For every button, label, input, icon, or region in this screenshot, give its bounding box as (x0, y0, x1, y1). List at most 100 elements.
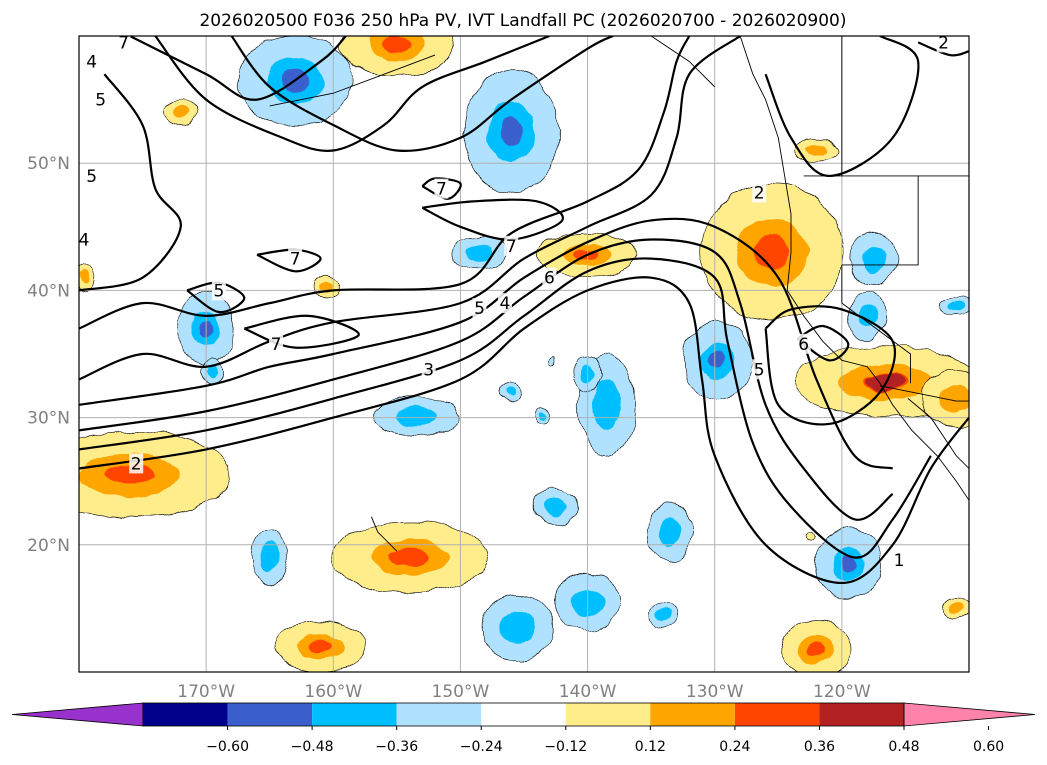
pv-contour-line (256, 248, 322, 273)
pv-anomaly-band (206, 365, 219, 379)
pv-anomaly-outline (163, 99, 199, 126)
pv-anomaly-band (499, 116, 524, 147)
colorbar-segment (734, 703, 820, 726)
contour-label: 4 (86, 52, 97, 72)
coastline (879, 385, 969, 402)
pv-anomaly-region (650, 603, 677, 627)
latitude-label: 40°N (27, 281, 70, 301)
contour-label: 5 (474, 299, 485, 319)
pv-anomaly-outline (330, 521, 489, 594)
pv-anomaly-band (657, 609, 671, 621)
pv-contour-line (421, 198, 564, 241)
colorbar-tick-label: −0.36 (375, 739, 418, 755)
contour-label: 6 (798, 335, 809, 355)
colorbar-tick-label: 0.60 (973, 739, 1004, 755)
pv-contour-line (79, 276, 969, 585)
pv-anomaly-band (81, 270, 90, 285)
contour-label-bg (79, 229, 92, 250)
pv-anomaly-band (807, 641, 826, 657)
pv-anomaly-band (658, 517, 682, 547)
pv-anomaly-region (535, 407, 551, 423)
pv-anomaly-region (339, 36, 455, 77)
contour-label: 2 (938, 33, 949, 53)
pv-contour-line (79, 257, 932, 559)
coastline (269, 54, 436, 107)
longitude-label: 140°W (559, 682, 617, 702)
coastline (371, 516, 398, 552)
pv-anomaly-outline (577, 354, 636, 456)
colorbar-segment (650, 703, 735, 726)
pv-anomaly-outline (805, 531, 815, 541)
pv-contour-line (79, 217, 894, 470)
pv-anomaly-band (465, 243, 494, 261)
latitude-tick-labels: 20°N 30°N 40°N 50°N (27, 154, 70, 556)
pv-anomaly-band (708, 350, 726, 370)
pv-anomaly-layer (79, 36, 969, 672)
latitude-label: 30°N (27, 409, 70, 429)
pv-anomaly-outline (850, 231, 897, 286)
pv-anomaly-region (850, 231, 897, 286)
contour-label-bg (752, 359, 767, 380)
pv-anomaly-outline (252, 528, 288, 587)
contour-label: 2 (131, 454, 142, 474)
contour-label-bg (84, 165, 99, 186)
pv-anomaly-outline (481, 594, 554, 661)
contour-label-bg (93, 89, 108, 110)
colorbar-tick-label: 0.36 (804, 739, 835, 755)
longitude-tick-labels: 170°W 160°W 150°W 140°W 130°W 120°W (177, 682, 871, 702)
pv-anomaly-outline (237, 36, 353, 127)
pv-anomaly-region (330, 521, 489, 594)
pv-contour-line (186, 281, 246, 314)
pv-anomaly-outline (647, 503, 694, 561)
pv-anomaly-region (938, 296, 969, 315)
contour-label-bg (892, 550, 907, 571)
pv-anomaly-region (79, 263, 95, 293)
pv-anomaly-band (539, 411, 547, 419)
contour-label: 3 (423, 360, 434, 380)
pv-anomaly-region (848, 291, 887, 341)
colorbar-tick-label: −0.48 (291, 739, 334, 755)
pv-anomaly-region (200, 358, 225, 385)
pv-anomaly-band (172, 105, 190, 119)
pv-anomaly-band (499, 611, 536, 644)
contour-label: 5 (95, 91, 106, 111)
contour-label-bg (434, 178, 449, 199)
longitude-label: 150°W (432, 682, 490, 702)
pv-contour-line (796, 324, 850, 362)
pv-anomaly-region (274, 620, 367, 672)
pv-contour-line (79, 238, 894, 521)
pv-anomaly-outline (938, 296, 969, 315)
pv-anomaly-region (550, 355, 557, 365)
pv-anomaly-band (505, 387, 517, 397)
contour-label: 1 (894, 551, 905, 571)
colorbar-tick-label: −0.60 (206, 739, 249, 755)
pv-contour-line (79, 73, 182, 292)
pv-anomaly-band (389, 548, 430, 567)
pv-anomaly-band (309, 640, 332, 653)
pv-anomaly-outline (848, 291, 887, 341)
pv-anomaly-outline (339, 36, 455, 77)
contour-label-bg (936, 36, 951, 53)
contour-label-bg (497, 293, 512, 314)
coastline (841, 175, 919, 266)
pv-anomaly-outline (780, 620, 853, 672)
map-frame (78, 35, 970, 673)
contour-label: 7 (436, 180, 447, 200)
colorbar-segment (565, 703, 651, 726)
contour-label: 5 (213, 281, 224, 301)
pv-contour-line (764, 305, 896, 426)
pv-anomaly-outline (550, 355, 557, 365)
contour-label-bg (269, 333, 284, 354)
pv-anomaly-band (394, 406, 438, 427)
pv-anomaly-outline (532, 487, 579, 526)
pv-anomaly-region (815, 527, 882, 600)
latitude-label: 20°N (27, 536, 70, 556)
pv-anomaly-band (321, 280, 333, 293)
longitude-label: 120°W (813, 682, 871, 702)
colorbar-segment (143, 703, 228, 726)
pv-contour-line (129, 36, 347, 101)
contour-label: 5 (86, 167, 97, 187)
colorbar-segment (396, 703, 482, 726)
coastline (841, 264, 911, 384)
